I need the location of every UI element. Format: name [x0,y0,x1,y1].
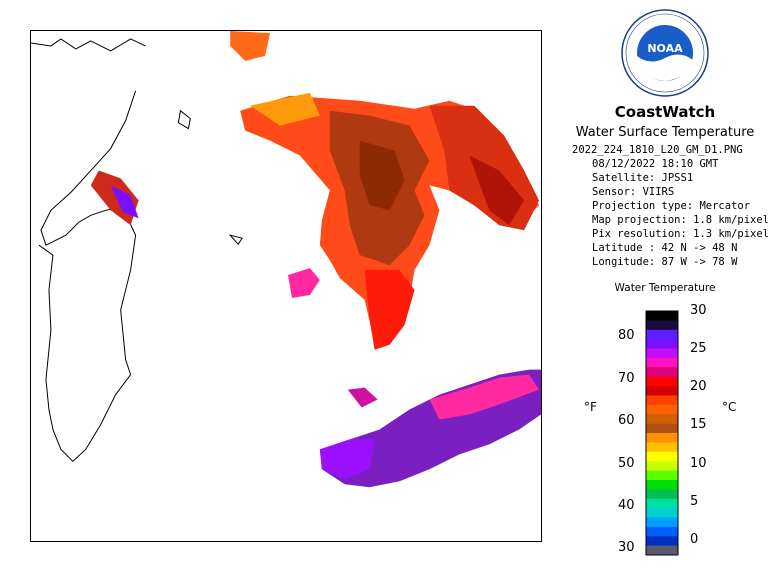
legend-title: Water Temperature [614,282,716,294]
erie-pink-band [429,374,540,420]
superior-edge [230,31,271,61]
scale-swatch [646,357,678,368]
fahrenheit-tick-label: 60 [618,413,635,429]
fahrenheit-tick-label: 70 [618,370,635,386]
water-temperature-map [30,30,542,542]
lake-st-clair [347,387,378,408]
latitude-range: Latitude : 42 N -> 48 N [592,242,738,254]
scale-swatch [646,526,678,537]
scale-swatch [646,423,678,434]
scale-swatch [646,376,678,387]
scale-swatch [646,311,678,321]
celsius-tick-label: 0 [690,531,699,547]
georgian-bay-dark [469,155,525,226]
projection-type: Projection type: Mercator [592,200,751,212]
scale-swatch [646,395,678,406]
satellite: Satellite: JPSS1 [592,172,694,184]
scale-swatch [646,433,678,443]
scale-swatch [646,489,678,499]
scale-swatch [646,536,678,546]
longitude-range: Longitude: 87 W -> 78 W [592,256,738,268]
coastwatch-title: CoastWatch [614,103,716,121]
saginaw-bay-pink [287,268,320,298]
michigan-purple-patch [110,185,139,219]
svg-text:NOAA: NOAA [647,42,683,55]
scale-swatch [646,320,678,331]
huron-south-red [364,270,415,350]
scale-swatch [646,404,678,415]
scale-border [645,310,679,556]
scale-swatch [646,386,678,396]
scale-swatch [646,461,678,471]
island-outline [177,109,191,130]
color-scale-bar [645,310,679,556]
sensor: Sensor: VIIRS [592,186,675,198]
fahrenheit-unit: °F [584,400,597,414]
file-name: 2022_224_1810_L20_GM_D1.PNG [572,144,743,156]
north-shore-line [31,38,146,52]
scale-swatch [646,470,678,481]
huron-dark-core [359,140,405,211]
lake-michigan-outline [38,90,137,463]
celsius-tick-label: 20 [690,379,707,395]
celsius-tick-label: 30 [690,303,707,318]
pix-resolution: Pix resolution: 1.3 km/pixel [592,228,770,240]
scale-swatch [646,414,678,424]
fahrenheit-tick-label: 50 [618,455,635,471]
scale-swatch [646,479,678,490]
scale-swatch [646,508,678,518]
product-subtitle: Water Surface Temperature [575,125,755,140]
scale-swatch [646,339,678,349]
scale-swatch [646,517,678,528]
scale-swatch [646,348,678,359]
erie-purple-west [319,439,375,480]
scale-swatch [646,545,678,556]
scale-swatch [646,367,678,377]
island-outline-2 [228,234,243,245]
scale-swatch [646,329,678,340]
celsius-tick-label: 15 [690,417,707,433]
map-projection: Map projection: 1.8 km/pixel [592,214,770,226]
celsius-tick-label: 25 [690,341,707,357]
scale-swatch [646,451,678,462]
fahrenheit-tick-label: 30 [618,540,635,556]
celsius-unit: °C [722,400,737,414]
scale-swatch [646,498,678,509]
date-time: 08/12/2022 18:10 GMT [592,158,719,170]
celsius-tick-label: 10 [690,455,707,471]
north-channel-orange [250,92,320,126]
celsius-tick-label: 5 [690,493,699,509]
scale-swatch [646,442,678,453]
fahrenheit-tick-label: 80 [618,328,635,344]
info-panel: NOAA CoastWatch Water Surface Temperatur… [548,0,782,572]
fahrenheit-tick-label: 40 [618,497,635,513]
noaa-logo-icon: NOAA [621,9,709,97]
